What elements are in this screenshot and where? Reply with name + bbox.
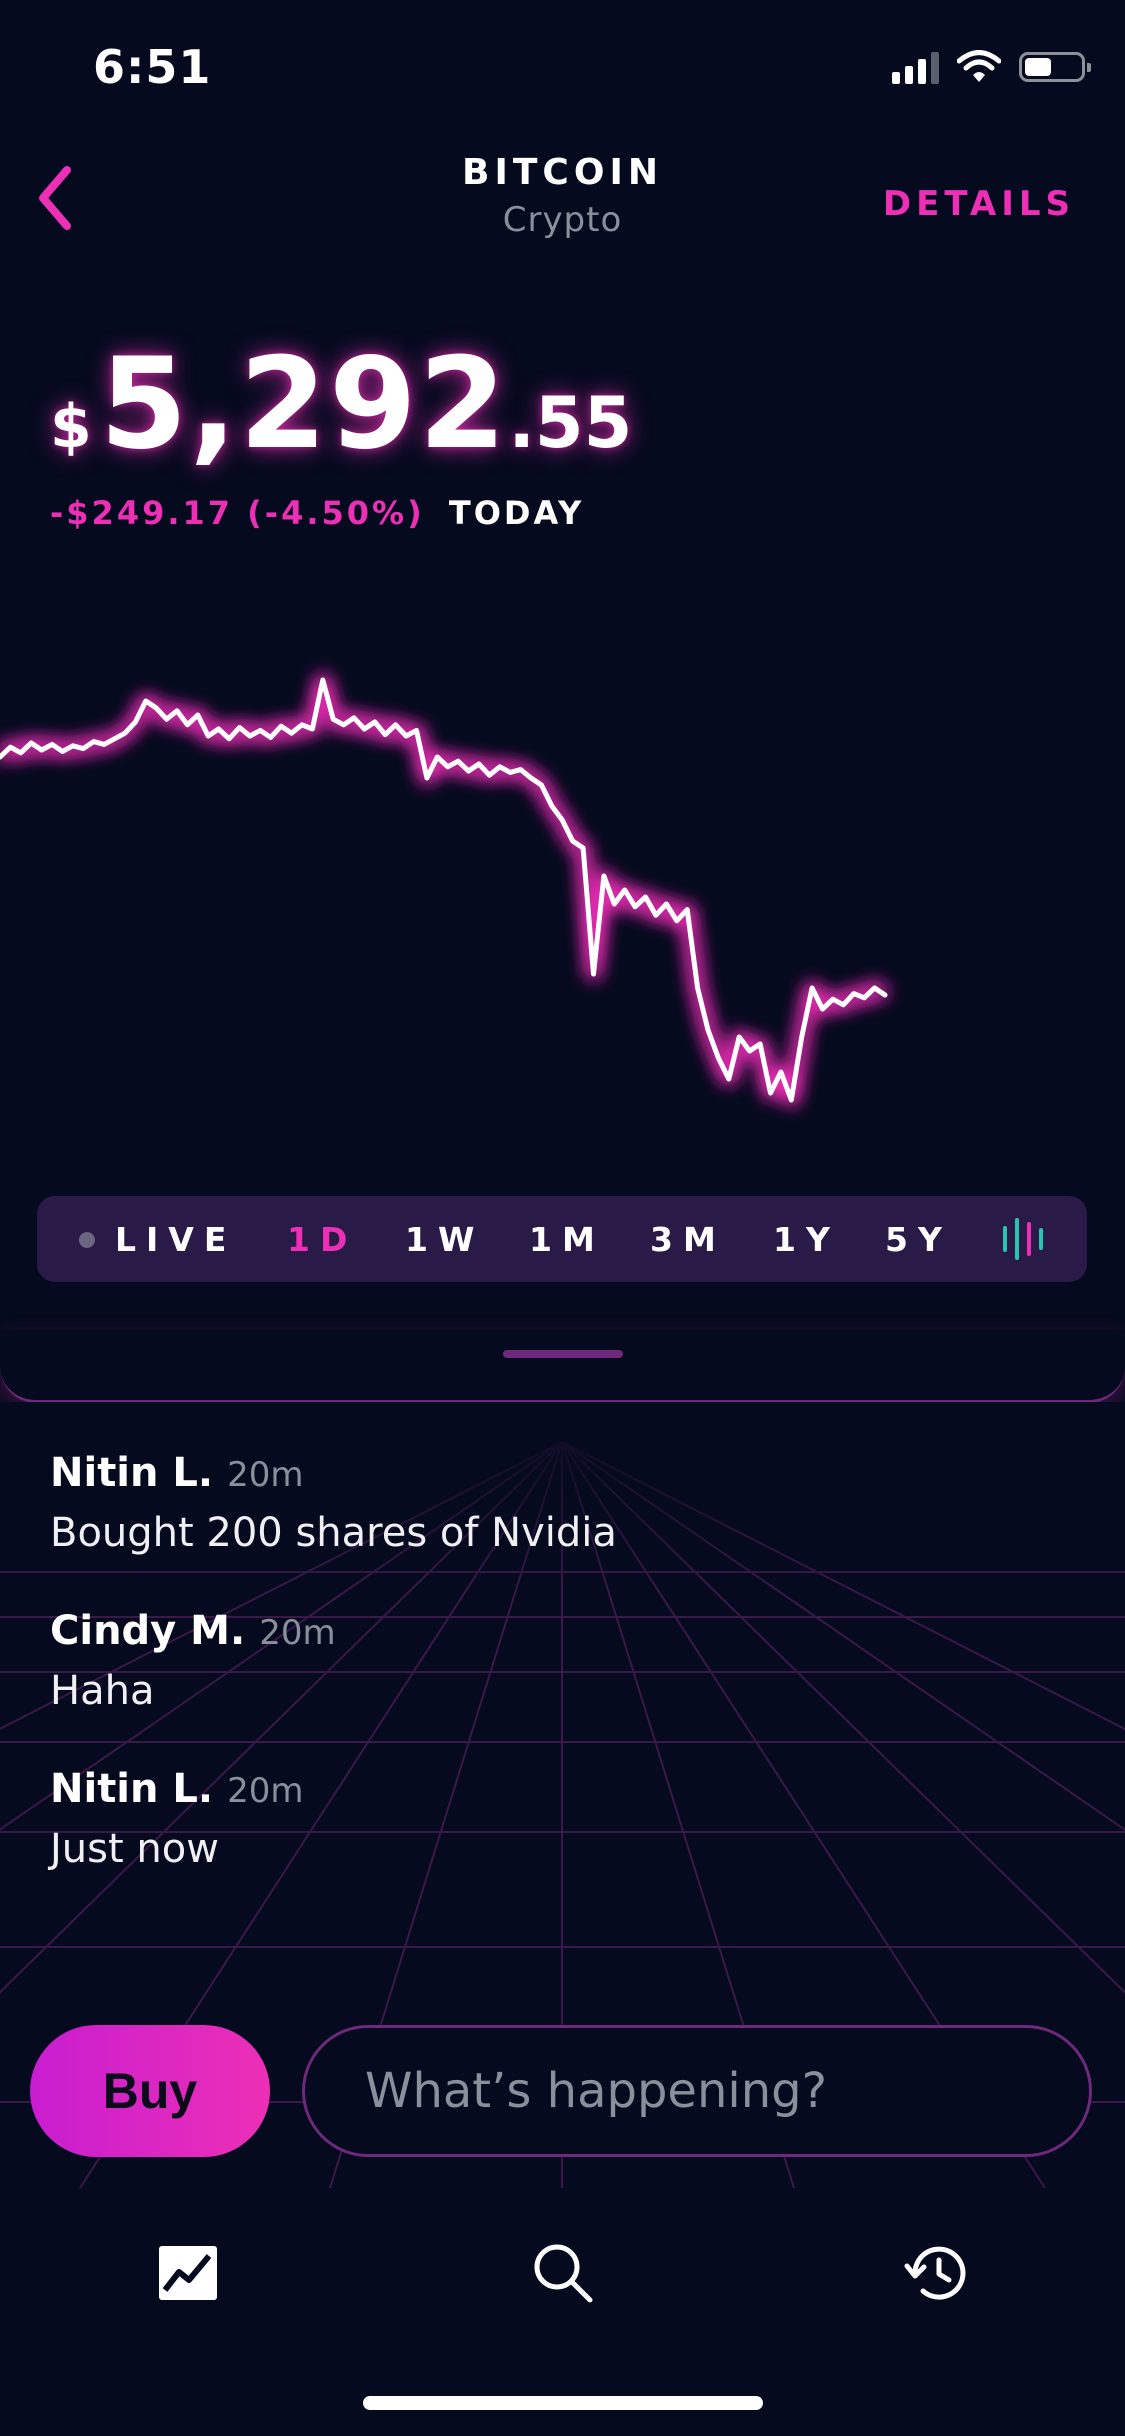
activity-feed: Nitin L. 20m Bought 200 shares of Nvidia …: [50, 1450, 1050, 1924]
post-message: Just now: [50, 1826, 219, 1872]
post-time: 20m: [227, 1455, 304, 1495]
back-button[interactable]: [20, 160, 90, 236]
chart-icon: [159, 2246, 217, 2300]
drag-handle[interactable]: [503, 1350, 623, 1358]
feed-post[interactable]: Cindy M. 20m Haha: [50, 1608, 1050, 1714]
tab-search[interactable]: [518, 2228, 608, 2318]
range-1d[interactable]: 1D: [287, 1220, 358, 1259]
retro-grid-background: [0, 1402, 1125, 2188]
post-author: Cindy M.: [50, 1608, 246, 1654]
feed-post[interactable]: Nitin L. 20m Just now: [50, 1766, 1050, 1872]
change-amount: -$249.17: [50, 494, 234, 532]
wifi-icon: [957, 50, 1001, 82]
message-input[interactable]: [302, 2025, 1092, 2157]
home-indicator: [363, 2396, 763, 2410]
post-message: Bought 200 shares of Nvidia: [50, 1510, 617, 1556]
range-5y[interactable]: 5Y: [885, 1220, 952, 1259]
asset-title: BITCOIN: [462, 152, 663, 193]
price-currency: $: [50, 392, 92, 462]
search-icon: [534, 2244, 593, 2303]
tab-bar: [0, 2188, 1125, 2436]
range-3m[interactable]: 3M: [650, 1220, 726, 1259]
status-icons: [892, 50, 1091, 84]
range-live[interactable]: LIVE: [115, 1220, 237, 1259]
range-1w[interactable]: 1W: [405, 1220, 485, 1259]
price-chart[interactable]: [0, 640, 1125, 1160]
chevron-left-icon: [39, 166, 71, 230]
price-change: -$249.17 (-4.50%) TODAY: [50, 494, 584, 532]
price-whole: 5,292: [99, 330, 509, 477]
chart-panel-edge: [0, 1330, 1125, 1403]
change-percent: (-4.50%): [247, 494, 425, 532]
tab-history[interactable]: [893, 2228, 983, 2318]
feed-post[interactable]: Nitin L. 20m Bought 200 shares of Nvidia: [50, 1450, 1050, 1556]
asset-category: Crypto: [502, 200, 623, 240]
range-1m[interactable]: 1M: [529, 1220, 605, 1259]
price-line: [0, 677, 888, 1103]
battery-icon: [1019, 52, 1091, 82]
time-range-selector: LIVE 1D 1W 1M 3M 1Y 5Y: [37, 1196, 1087, 1282]
post-time: 20m: [227, 1771, 304, 1811]
price-decimal: .55: [508, 382, 633, 464]
buy-button[interactable]: Buy: [30, 2025, 270, 2157]
change-period: TODAY: [448, 494, 585, 532]
details-button[interactable]: DETAILS: [882, 184, 1075, 224]
post-time: 20m: [259, 1613, 336, 1653]
range-1y[interactable]: 1Y: [773, 1220, 840, 1259]
history-icon: [904, 2246, 966, 2300]
current-price: $ 5,292 .55: [50, 330, 632, 477]
post-author: Nitin L.: [50, 1450, 214, 1496]
price-line-glow: [0, 675, 888, 1105]
post-author: Nitin L.: [50, 1766, 214, 1812]
live-indicator-dot: [79, 1232, 95, 1248]
tab-portfolio[interactable]: [143, 2228, 233, 2318]
post-message: Haha: [50, 1668, 155, 1714]
candlestick-chart-icon[interactable]: [999, 1216, 1047, 1262]
cellular-signal-icon: [892, 50, 939, 84]
status-time: 6:51: [93, 40, 212, 94]
